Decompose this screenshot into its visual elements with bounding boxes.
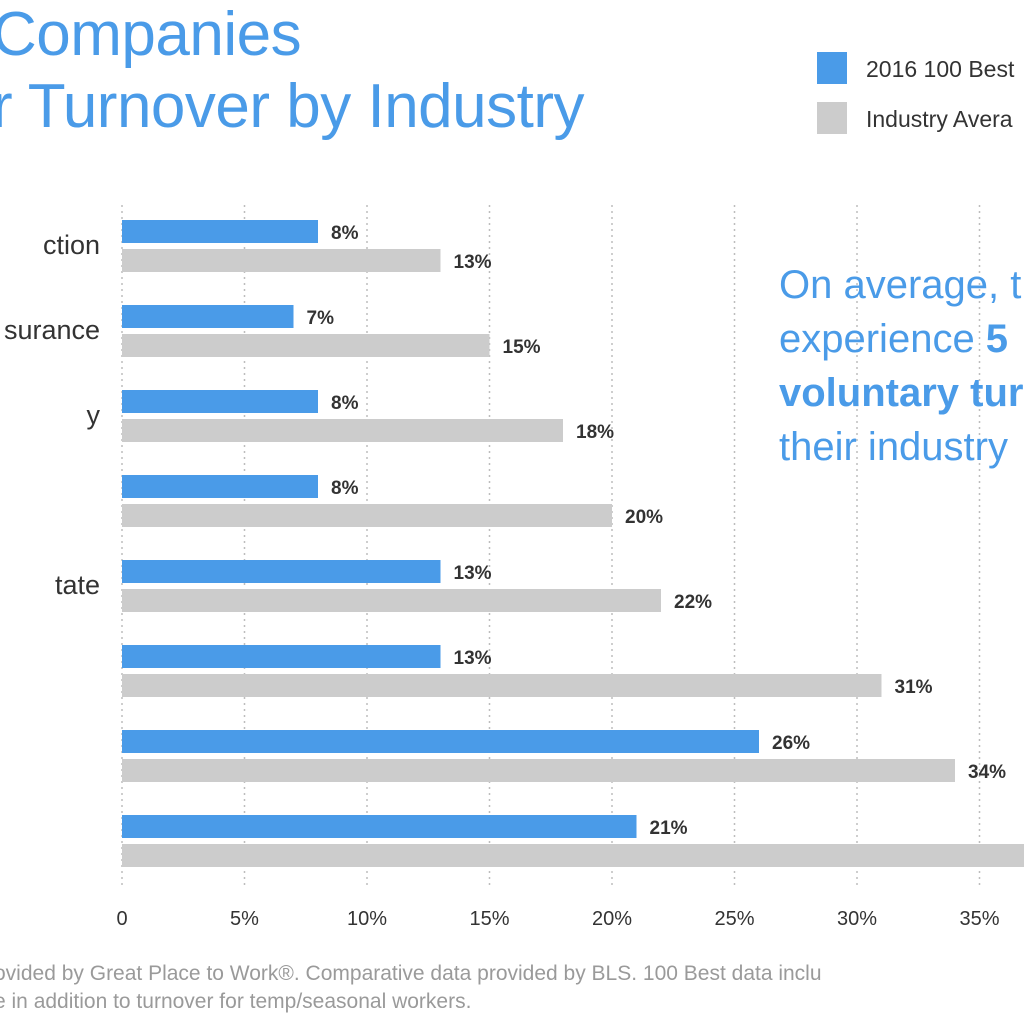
callout-line-2: experience 5 xyxy=(779,312,1024,366)
legend-swatch-industry-average xyxy=(817,102,847,134)
value-label-s0-1: 7% xyxy=(307,308,335,329)
bar-s1-0 xyxy=(122,249,441,272)
legend-swatch-100-best xyxy=(817,52,847,84)
x-tick-label-1: 5% xyxy=(230,908,259,930)
value-label-s1-0: 13% xyxy=(454,252,492,273)
value-label-s0-6: 26% xyxy=(772,733,810,754)
callout-line-2-bold: 5 xyxy=(985,317,1009,361)
bar-s1-5 xyxy=(122,674,882,697)
callout-line-2-prefix: experience xyxy=(779,317,986,361)
value-label-s1-6: 34% xyxy=(968,762,1006,783)
x-tick-label-0: 0 xyxy=(116,908,127,930)
value-label-s0-4: 13% xyxy=(454,563,492,584)
callout-line-1: On average, t xyxy=(779,263,1022,307)
bar-s0-1 xyxy=(122,305,294,328)
legend-label-100-best: 2016 100 Best xyxy=(866,56,1015,82)
footnote: ovided by Great Place to Work®. Comparat… xyxy=(0,960,1024,1016)
category-label-2: y xyxy=(87,400,101,430)
bar-s1-1 xyxy=(122,334,490,357)
x-tick-label-2: 10% xyxy=(347,908,387,930)
bar-s1-2 xyxy=(122,419,563,442)
chart-title-line-2: r Turnover by Industry xyxy=(0,72,585,141)
value-label-s0-7: 21% xyxy=(650,818,688,839)
category-label-4: tate xyxy=(55,570,100,600)
value-label-s0-3: 8% xyxy=(331,478,359,499)
value-label-s0-2: 8% xyxy=(331,393,359,414)
legend-label-industry-average: Industry Avera xyxy=(866,106,1013,132)
value-label-s1-1: 15% xyxy=(503,337,541,358)
bar-s0-7 xyxy=(122,815,637,838)
bar-s0-3 xyxy=(122,475,318,498)
bar-s1-7 xyxy=(122,844,1024,867)
value-label-s1-2: 18% xyxy=(576,422,614,443)
footnote-line-1: ovided by Great Place to Work®. Comparat… xyxy=(0,962,822,985)
bar-s0-0 xyxy=(122,220,318,243)
bar-s0-2 xyxy=(122,390,318,413)
x-tick-label-3: 15% xyxy=(469,908,509,930)
callout-line-3: voluntary tur xyxy=(779,371,1024,415)
value-label-s1-5: 31% xyxy=(895,677,933,698)
chart-title-line-1: Companies xyxy=(0,0,302,69)
x-tick-label-7: 35% xyxy=(959,908,999,930)
category-label-1: surance xyxy=(4,315,100,345)
footnote-line-2: e in addition to turnover for temp/seaso… xyxy=(0,990,472,1013)
bar-s0-6 xyxy=(122,730,759,753)
x-tick-label-6: 30% xyxy=(837,908,877,930)
bar-s0-5 xyxy=(122,645,441,668)
value-label-s0-0: 8% xyxy=(331,223,359,244)
value-label-s1-4: 22% xyxy=(674,592,712,613)
value-label-s0-5: 13% xyxy=(454,648,492,669)
category-label-0: ction xyxy=(43,230,100,260)
bar-s0-4 xyxy=(122,560,441,583)
x-tick-label-5: 25% xyxy=(714,908,754,930)
callout-line-4: their industry xyxy=(779,425,1008,469)
bar-s1-6 xyxy=(122,759,955,782)
callout-text: On average, t experience 5 voluntary tur… xyxy=(779,258,1024,474)
bar-s1-3 xyxy=(122,504,612,527)
value-label-s1-3: 20% xyxy=(625,507,663,528)
x-tick-label-4: 20% xyxy=(592,908,632,930)
bar-s1-4 xyxy=(122,589,661,612)
